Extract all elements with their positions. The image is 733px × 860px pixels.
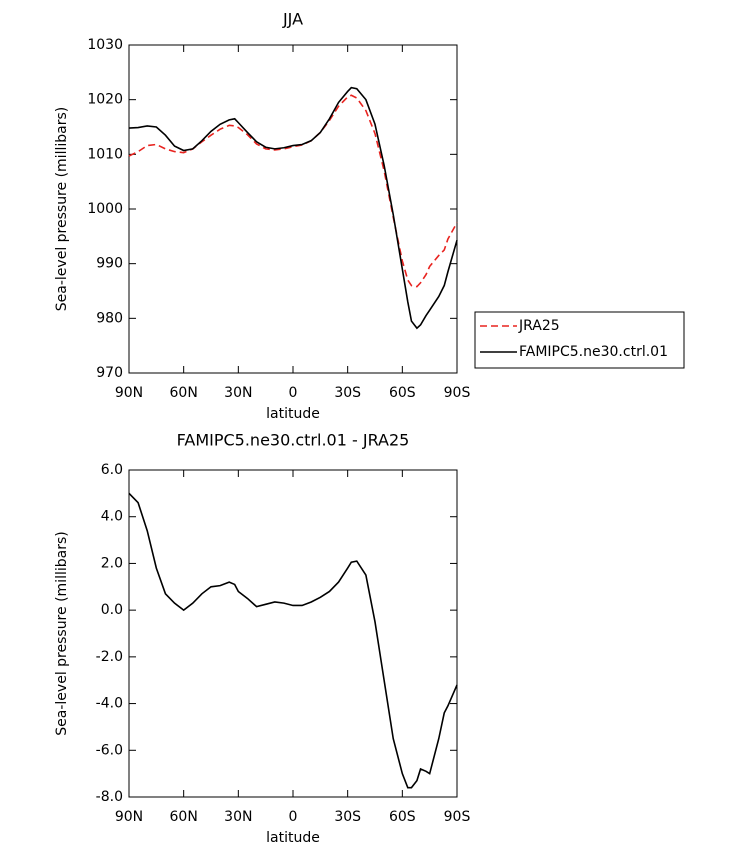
x-tick-label: 0 — [289, 809, 298, 825]
x-tick-label: 60S — [389, 385, 416, 401]
y-axis-label: Sea-level pressure (millibars) — [54, 531, 70, 735]
x-tick-label: 30N — [224, 809, 252, 825]
y-tick-label: 2.0 — [101, 555, 123, 571]
y-tick-label: -4.0 — [96, 696, 123, 712]
y-tick-label: 1010 — [87, 146, 123, 162]
x-tick-label: 60S — [389, 809, 416, 825]
x-tick-label: 60N — [170, 385, 198, 401]
data-line — [128, 86, 458, 330]
x-tick-label: 30S — [334, 385, 361, 401]
y-tick-label: 0.0 — [101, 602, 123, 618]
legend-box — [474, 311, 685, 369]
y-tick-label: 970 — [96, 365, 123, 381]
x-tick-label: 90S — [444, 385, 471, 401]
y-tick-label: -8.0 — [96, 789, 123, 805]
y-tick-label: 4.0 — [101, 509, 123, 525]
chart-title: JJA — [282, 10, 303, 29]
y-axis-label: Sea-level pressure (millibars) — [54, 107, 70, 311]
x-tick-label: 0 — [289, 385, 298, 401]
legend-label: JRA25 — [518, 318, 560, 334]
data-line — [128, 492, 458, 789]
y-tick-label: 1020 — [87, 92, 123, 108]
y-tick-label: -2.0 — [96, 649, 123, 665]
x-tick-label: 90N — [115, 809, 143, 825]
data-line — [128, 94, 458, 288]
y-tick-label: 1030 — [87, 37, 123, 53]
plot-frame — [128, 469, 458, 798]
x-tick-label: 90S — [444, 809, 471, 825]
legend: JRA25 FAMIPC5.ne30.ctrl.01 — [474, 311, 685, 369]
x-tick-label: 90N — [115, 385, 143, 401]
x-tick-label: 30N — [224, 385, 252, 401]
y-tick-label: 980 — [96, 310, 123, 326]
y-tick-label: -6.0 — [96, 742, 123, 758]
y-tick-label: 1000 — [87, 201, 123, 217]
y-tick-label: 990 — [96, 256, 123, 272]
x-tick-label: 30S — [334, 809, 361, 825]
x-axis-label: latitude — [266, 406, 320, 422]
x-tick-label: 60N — [170, 809, 198, 825]
plot-frame — [128, 44, 458, 374]
legend-label: FAMIPC5.ne30.ctrl.01 — [519, 344, 668, 360]
x-axis-label: latitude — [266, 830, 320, 846]
chart-title: FAMIPC5.ne30.ctrl.01 - JRA25 — [177, 431, 410, 450]
y-tick-label: 6.0 — [101, 462, 123, 478]
